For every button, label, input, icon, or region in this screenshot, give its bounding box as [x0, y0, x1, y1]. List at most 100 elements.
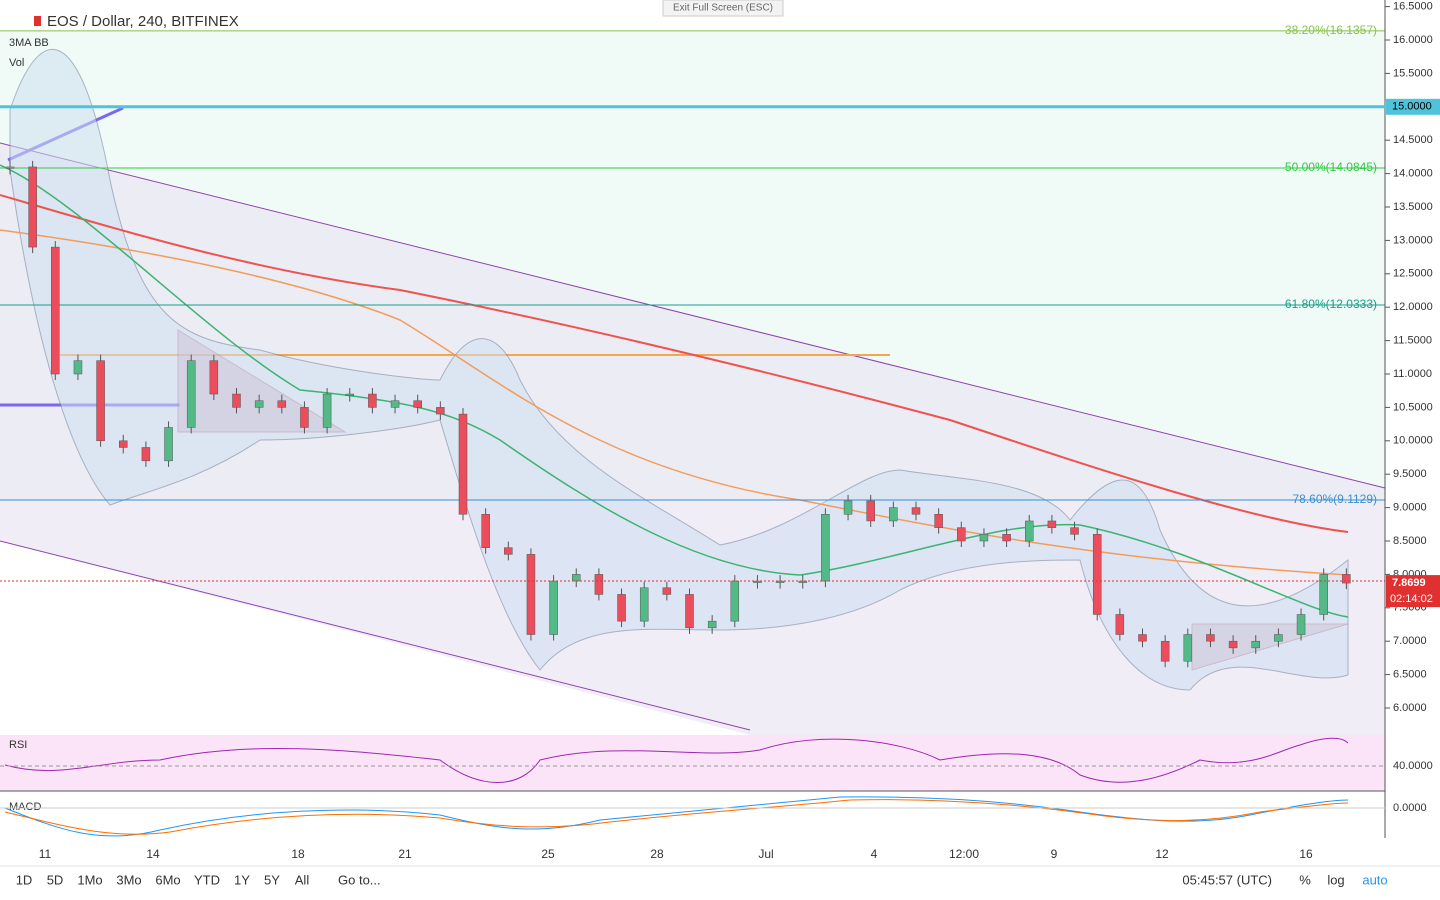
range-button[interactable]: All	[295, 872, 310, 887]
candle	[436, 407, 445, 415]
candle	[1296, 614, 1306, 635]
clock: 05:45:57 (UTC)	[1182, 872, 1272, 887]
candle	[345, 393, 354, 396]
range-button[interactable]: 1Mo	[77, 872, 102, 887]
exit-fullscreen[interactable]	[662, 0, 784, 17]
candle	[662, 587, 672, 595]
macd-line	[4, 796, 1349, 837]
price-tick-label: 13.5000	[1393, 201, 1433, 213]
date-label: 11	[39, 847, 52, 861]
price-tick-label: 10.5000	[1393, 401, 1433, 413]
fib-label: 38.20%(16.1357)	[1285, 23, 1377, 37]
candle	[1092, 534, 1102, 615]
candle	[526, 554, 536, 635]
rsi-pane	[0, 735, 1385, 791]
candle	[889, 507, 898, 522]
candle	[5, 166, 15, 169]
last-price-label: 7.8699	[1392, 577, 1426, 589]
ma-orange	[0, 229, 1349, 576]
channel-fill	[0, 143, 1385, 735]
price-tick-label: 14.5000	[1393, 134, 1433, 146]
fib-label: 50.00%(14.0845)	[1285, 160, 1377, 174]
candle	[979, 534, 989, 542]
channel-top	[0, 142, 1386, 489]
candle	[821, 514, 830, 582]
candle	[1274, 634, 1283, 642]
range-button[interactable]: 6Mo	[155, 872, 180, 887]
ma-green	[0, 164, 1349, 618]
candle	[594, 574, 604, 595]
candle	[1251, 640, 1260, 649]
candle	[277, 400, 287, 408]
candle	[1025, 520, 1034, 542]
price-tick-label: 6.5000	[1393, 669, 1427, 681]
exit-text[interactable]: Exit Full Screen (ESC)	[673, 3, 773, 14]
candle	[481, 514, 490, 548]
candle	[934, 514, 943, 528]
date-label: 9	[1051, 847, 1058, 861]
candle	[209, 360, 219, 395]
price-tick-label: 7.0000	[1393, 635, 1427, 647]
macd-label: MACD	[9, 801, 41, 813]
candle	[300, 407, 309, 428]
candle	[957, 527, 966, 542]
candle	[730, 580, 740, 622]
candle	[458, 413, 468, 515]
candle	[1342, 574, 1351, 584]
date-label: 12	[1155, 847, 1169, 861]
rsi-line	[4, 737, 1349, 783]
date-label: 21	[398, 847, 412, 861]
countdown: 02:14:02	[1390, 593, 1433, 605]
candle	[322, 393, 332, 428]
range-button[interactable]: 1Y	[234, 872, 250, 887]
price-tick-label: 9.5000	[1393, 468, 1427, 480]
date-label: 4	[871, 847, 878, 861]
candle	[51, 246, 60, 375]
candle	[1319, 574, 1328, 615]
candle	[1070, 527, 1079, 535]
symbol-title: EOS / Dollar, 240, BITFINEX	[47, 13, 239, 30]
range-button[interactable]: 1D	[16, 872, 33, 887]
candle	[639, 587, 649, 622]
highlight-tag	[1386, 98, 1440, 115]
date-label: 16	[1299, 847, 1313, 861]
price-tick-label: 12.5000	[1393, 268, 1433, 280]
candle	[186, 360, 196, 428]
candle	[1047, 520, 1057, 528]
log-button[interactable]: log	[1327, 872, 1344, 887]
bottom-area	[0, 838, 1440, 900]
candle	[73, 360, 83, 375]
range-button[interactable]: 5D	[47, 872, 64, 887]
range-button[interactable]: 5Y	[264, 872, 280, 887]
candle	[1002, 534, 1011, 542]
candle	[1228, 640, 1238, 649]
range-button[interactable]: YTD	[194, 872, 220, 887]
candle	[1138, 634, 1147, 642]
auto-button[interactable]: auto	[1362, 872, 1387, 887]
candle	[572, 574, 581, 582]
price-tick-label: 13.0000	[1393, 234, 1433, 246]
candle	[685, 594, 694, 629]
candle	[1206, 634, 1215, 642]
highlight-label: 15.0000	[1392, 101, 1432, 113]
candle	[843, 500, 853, 515]
macd-tick-label: 0.0000	[1393, 802, 1427, 814]
range-button[interactable]: 3Mo	[116, 872, 141, 887]
candle	[141, 447, 151, 462]
fib-label: 61.80%(12.0333)	[1285, 297, 1377, 311]
price-tick-label: 12.0000	[1393, 301, 1433, 313]
candle	[617, 594, 626, 622]
date-label: Jul	[758, 847, 773, 861]
price-tick-label: 8.5000	[1393, 535, 1427, 547]
candle	[1115, 614, 1125, 635]
date-label: 12:00	[949, 847, 979, 861]
candle	[549, 580, 558, 635]
candle	[232, 393, 241, 408]
goto-button[interactable]: Go to...	[338, 872, 381, 887]
date-label: 18	[291, 847, 305, 861]
candle	[1183, 634, 1193, 662]
percent-button[interactable]: %	[1299, 872, 1311, 887]
price-tick-label: 15.5000	[1393, 67, 1433, 79]
candle	[1160, 640, 1170, 662]
